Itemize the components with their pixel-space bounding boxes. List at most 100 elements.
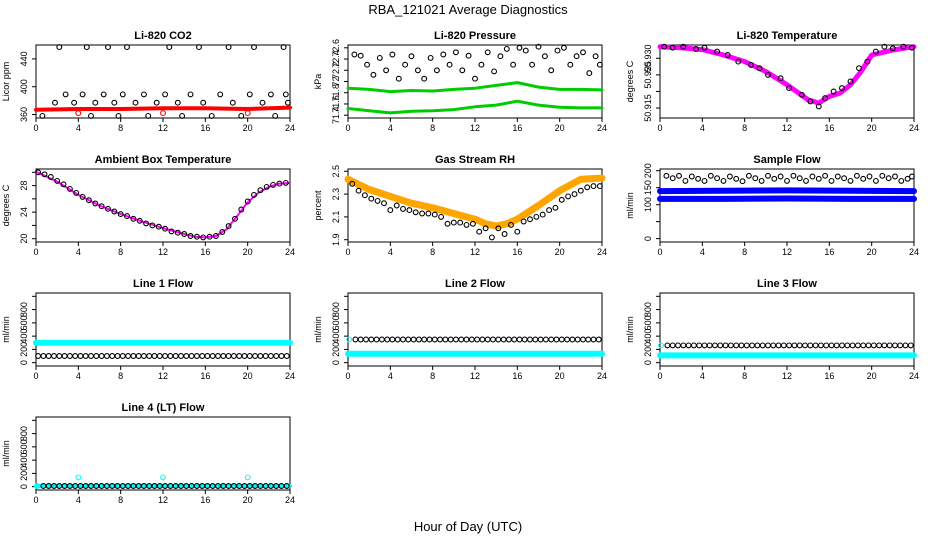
y-tick-label: 71.8 [331, 84, 341, 102]
x-tick-label: 16 [512, 371, 522, 381]
data-point [282, 91, 289, 98]
data-point [373, 336, 380, 343]
data-point [72, 353, 79, 359]
data-point [759, 342, 766, 349]
data-point [73, 189, 80, 196]
data-point [510, 61, 517, 68]
data-point [552, 204, 559, 211]
data-point [724, 52, 731, 58]
data-point [130, 353, 137, 359]
data-point [484, 49, 491, 56]
panel-title: Li-820 CO2 [134, 30, 191, 42]
y-tick-label: 50.915 [643, 94, 653, 122]
data-point [135, 353, 142, 359]
data-point [844, 342, 851, 349]
data-point [155, 223, 162, 230]
data-point [209, 353, 216, 359]
x-tick-label: 12 [158, 371, 168, 381]
y-tick-label: 50.930 [643, 45, 653, 73]
data-point [238, 112, 245, 119]
panel-8: Line 3 Flow ml/min 0 4 8 12 16 20 24 0 20040060080… [625, 278, 919, 381]
data-point [75, 474, 82, 481]
data-point [200, 234, 207, 241]
data-point [140, 91, 147, 98]
y-axis-label: ml/min [625, 316, 635, 343]
data-point [431, 211, 438, 218]
data-point [400, 205, 406, 212]
data-point [244, 110, 251, 117]
x-tick-label: 8 [742, 123, 747, 133]
data-point [263, 183, 270, 190]
data-point [412, 209, 419, 216]
data-point [472, 75, 478, 82]
data-point [484, 336, 491, 343]
data-point [815, 103, 822, 110]
data-point [246, 353, 253, 359]
data-point [151, 353, 158, 359]
data-point [847, 78, 854, 85]
data-point [830, 88, 837, 95]
data-point [527, 216, 533, 223]
x-tick-label: 4 [700, 247, 705, 257]
data-point [346, 336, 353, 343]
data-point [663, 172, 670, 179]
y-tick-label: 0 [19, 484, 29, 489]
data-point [395, 75, 402, 82]
data-point [92, 99, 99, 106]
data-point [790, 172, 797, 179]
data-point [675, 342, 681, 349]
x-tick-label: 16 [200, 495, 210, 505]
data-point [196, 44, 202, 51]
series-1 [349, 180, 603, 241]
x-tick-label: 0 [345, 247, 350, 257]
data-point [567, 61, 574, 68]
data-point [270, 181, 277, 188]
data-point [193, 353, 200, 359]
series-0 [344, 174, 606, 230]
y-tick-label: 400 [19, 453, 29, 468]
data-point [452, 336, 459, 343]
panel-4: Gas Stream RH percent 0 4 8 12 16 20 24 1.9 2.1 2.3… [313, 154, 607, 257]
data-point [807, 342, 814, 349]
data-point [476, 228, 483, 235]
y-tick-label: 0 [331, 360, 341, 365]
x-tick-label: 12 [782, 371, 792, 381]
data-point [892, 173, 898, 180]
x-tick-label: 4 [700, 371, 705, 381]
panel-7: Line 2 Flow ml/min 0 4 8 12 16 20 24 0 20040060080… [313, 278, 607, 381]
data-point [217, 91, 224, 98]
data-point [56, 44, 63, 51]
y-tick-label: 800 [331, 302, 341, 317]
data-point [463, 221, 470, 228]
data-point [364, 61, 371, 68]
data-point [230, 353, 237, 359]
data-point [706, 342, 713, 349]
panel-title: Ambient Box Temperature [95, 154, 232, 166]
data-point [503, 45, 510, 52]
series-0 [35, 170, 291, 239]
data-point [693, 46, 699, 52]
data-point [60, 181, 67, 188]
data-point [140, 353, 147, 359]
x-tick-label: 8 [742, 371, 747, 381]
series-1 [34, 105, 292, 112]
data-point [758, 177, 765, 184]
data-point [283, 353, 290, 359]
data-point [450, 219, 457, 226]
series-0 [657, 187, 917, 195]
x-tick-label: 8 [118, 123, 123, 133]
data-point [444, 220, 451, 227]
data-point [208, 112, 215, 119]
series-0 [657, 44, 917, 106]
data-point [219, 229, 226, 235]
x-tick-label: 0 [33, 495, 38, 505]
data-point [370, 71, 377, 78]
y-tick-label: 72 [331, 76, 341, 86]
data-point [521, 336, 528, 343]
y-tick-label: 200 [643, 342, 653, 357]
data-point [82, 353, 89, 359]
data-point [796, 175, 803, 182]
data-point [765, 71, 771, 78]
data-point [257, 187, 264, 194]
data-point [765, 172, 771, 179]
